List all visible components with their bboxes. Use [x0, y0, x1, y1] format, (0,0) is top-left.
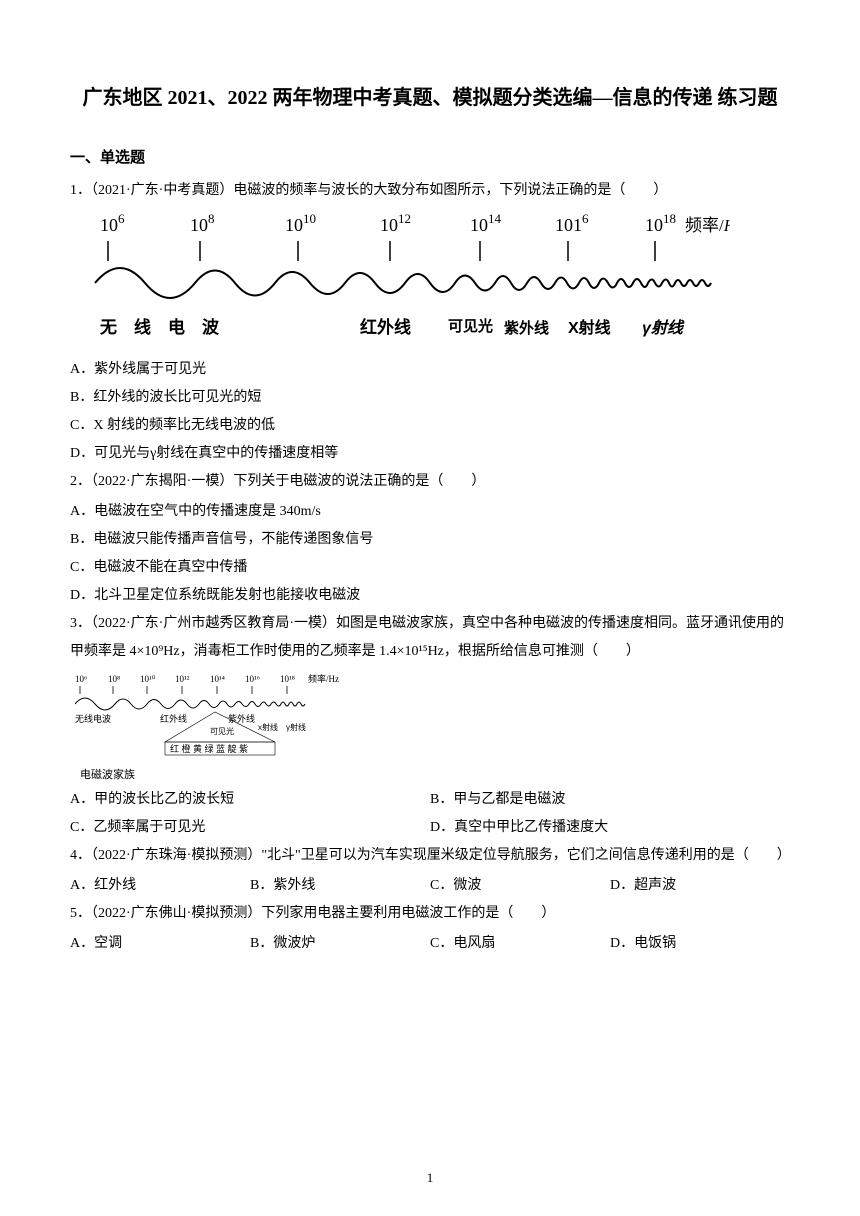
svg-text:红外线: 红外线 — [160, 713, 187, 724]
svg-text:可见光: 可见光 — [210, 726, 234, 736]
svg-text:紫外线: 紫外线 — [228, 713, 255, 724]
q1-option-d: D．可见光与γ射线在真空中的传播速度相等 — [70, 440, 790, 468]
page-number: 1 — [427, 1170, 434, 1186]
svg-text:108: 108 — [190, 213, 215, 235]
question-5: 5．（2022·广东佛山·模拟预测）下列家用电器主要利用电磁波工作的是（ ） — [70, 900, 790, 928]
svg-text:10¹⁴: 10¹⁴ — [210, 674, 225, 684]
q2-option-b: B．电磁波只能传播声音信号，不能传递图象信号 — [70, 526, 790, 554]
svg-text:无 线 电 波: 无 线 电 波 — [99, 317, 220, 337]
q3-spectrum-diagram: 10⁶ 10⁸ 10¹⁰ 10¹² 10¹⁴ 10¹⁶ 10¹⁸ 频率/Hz 无… — [70, 672, 350, 762]
q1-option-b: B．红外线的波长比可见光的短 — [70, 384, 790, 412]
question-4: 4．（2022·广东珠海·模拟预测）"北斗"卫星可以为汽车实现厘米级定位导航服务… — [70, 842, 790, 870]
svg-text:频率/Hz: 频率/Hz — [685, 216, 730, 235]
svg-text:1016: 1016 — [555, 213, 589, 235]
svg-text:10⁸: 10⁸ — [108, 674, 120, 684]
q2-stem: 2．（2022·广东揭阳·一模）下列关于电磁波的说法正确的是（ ） — [70, 468, 790, 496]
q5-options: A．空调 B．微波炉 C．电风扇 D．电饭锅 — [70, 930, 790, 958]
q1-option-c: C．X 射线的频率比无线电波的低 — [70, 412, 790, 440]
svg-text:10¹⁸: 10¹⁸ — [280, 674, 295, 684]
q2-option-c: C．电磁波不能在真空中传播 — [70, 554, 790, 582]
page-title: 广东地区 2021、2022 两年物理中考真题、模拟题分类选编—信息的传递 练习… — [70, 80, 790, 116]
q3-options-row1: A．甲的波长比乙的波长短 B．甲与乙都是电磁波 — [70, 786, 790, 814]
q4-option-b: B．紫外线 — [250, 872, 430, 900]
q1-spectrum-diagram: 106 108 1010 1012 1014 1016 1018 频率/Hz 无… — [90, 213, 730, 348]
svg-text:1012: 1012 — [380, 213, 411, 235]
question-1: 1．（2021·广东·中考真题）电磁波的频率与波长的大致分布如图所示，下列说法正… — [70, 177, 790, 205]
svg-text:10¹⁶: 10¹⁶ — [245, 674, 260, 684]
q3-options-row2: C．乙频率属于可见光 D．真空中甲比乙传播速度大 — [70, 814, 790, 842]
svg-text:10¹²: 10¹² — [175, 674, 190, 684]
q3-option-b: B．甲与乙都是电磁波 — [430, 786, 790, 814]
q5-option-b: B．微波炉 — [250, 930, 430, 958]
svg-text:10⁶: 10⁶ — [75, 674, 87, 684]
svg-text:无线电波: 无线电波 — [75, 713, 111, 724]
svg-text:红外线: 红外线 — [360, 317, 411, 337]
q3-caption: 电磁波家族 — [80, 766, 790, 782]
q3-option-c: C．乙频率属于可见光 — [70, 814, 430, 842]
q4-options: A．红外线 B．紫外线 C．微波 D．超声波 — [70, 872, 790, 900]
q4-option-c: C．微波 — [430, 872, 610, 900]
q1-stem: 1．（2021·广东·中考真题）电磁波的频率与波长的大致分布如图所示，下列说法正… — [70, 177, 790, 205]
section-header: 一、单选题 — [70, 146, 790, 167]
q3-option-d: D．真空中甲比乙传播速度大 — [430, 814, 790, 842]
svg-text:106: 106 — [100, 213, 125, 235]
q5-option-c: C．电风扇 — [430, 930, 610, 958]
q2-option-d: D．北斗卫星定位系统既能发射也能接收电磁波 — [70, 582, 790, 610]
svg-text:紫外线: 紫外线 — [504, 319, 549, 337]
q1-option-a: A．紫外线属于可见光 — [70, 356, 790, 384]
svg-text:红 橙 黄 绿 蓝 靛 紫: 红 橙 黄 绿 蓝 靛 紫 — [170, 743, 248, 754]
q4-option-d: D．超声波 — [610, 872, 790, 900]
q3-option-a: A．甲的波长比乙的波长短 — [70, 786, 430, 814]
q3-stem: 3．（2022·广东·广州市越秀区教育局·一模）如图是电磁波家族，真空中各种电磁… — [70, 610, 790, 666]
svg-text:X射线: X射线 — [568, 318, 611, 337]
q5-stem: 5．（2022·广东佛山·模拟预测）下列家用电器主要利用电磁波工作的是（ ） — [70, 900, 790, 928]
svg-text:x射线: x射线 — [258, 722, 278, 732]
svg-text:频率/Hz: 频率/Hz — [308, 673, 339, 684]
svg-text:1014: 1014 — [470, 213, 502, 235]
q5-option-d: D．电饭锅 — [610, 930, 790, 958]
q4-stem: 4．（2022·广东珠海·模拟预测）"北斗"卫星可以为汽车实现厘米级定位导航服务… — [70, 842, 790, 870]
question-3: 3．（2022·广东·广州市越秀区教育局·一模）如图是电磁波家族，真空中各种电磁… — [70, 610, 790, 666]
q4-option-a: A．红外线 — [70, 872, 250, 900]
question-2: 2．（2022·广东揭阳·一模）下列关于电磁波的说法正确的是（ ） — [70, 468, 790, 496]
svg-text:γ射线: γ射线 — [642, 319, 685, 337]
svg-text:10¹⁰: 10¹⁰ — [140, 674, 156, 684]
svg-text:1010: 1010 — [285, 213, 316, 235]
svg-text:γ射线: γ射线 — [286, 722, 306, 732]
q2-option-a: A．电磁波在空气中的传播速度是 340m/s — [70, 498, 790, 526]
svg-text:1018: 1018 — [645, 213, 676, 235]
q5-option-a: A．空调 — [70, 930, 250, 958]
svg-text:可见光: 可见光 — [448, 317, 493, 335]
